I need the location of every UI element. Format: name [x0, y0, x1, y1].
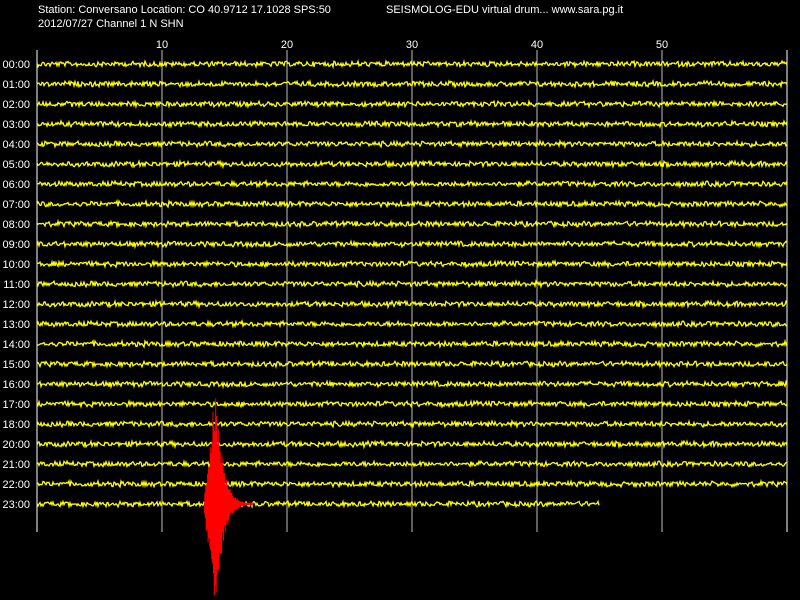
trace-row-0400 — [36, 138, 788, 150]
trace-row-2000 — [36, 439, 788, 450]
trace-row-0600 — [37, 178, 788, 189]
hour-label: 11:00 — [3, 279, 30, 291]
hour-label: 07:00 — [2, 199, 30, 211]
trace-row-1700 — [36, 398, 788, 410]
hour-label: 02:00 — [2, 99, 30, 111]
trace-row-0800 — [36, 218, 788, 230]
hour-label: 09:00 — [2, 239, 30, 251]
trace-row-1000 — [36, 258, 788, 270]
minute-tick-labels: 10 20 30 40 50 — [156, 39, 668, 51]
trace-row-1400 — [36, 338, 788, 349]
trace-row-1200 — [36, 299, 788, 310]
x-tick-label: 50 — [656, 39, 668, 51]
date-channel-info: 2012/07/27 Channel 1 N SHN — [38, 18, 184, 30]
hour-label: 18:00 — [2, 419, 30, 431]
trace-row-1600 — [36, 379, 788, 390]
hour-label: 10:00 — [2, 259, 30, 271]
hour-label: 06:00 — [2, 179, 30, 191]
hour-label: 13:00 — [2, 319, 30, 331]
x-tick-label: 10 — [156, 39, 168, 51]
hour-label: 23:00 — [2, 499, 30, 511]
hour-label: 01:00 — [2, 79, 30, 91]
earthquake-event — [204, 398, 254, 596]
trace-row-0200 — [36, 98, 788, 109]
trace-row-1100 — [36, 278, 788, 290]
hour-label: 21:00 — [2, 459, 30, 471]
trace-row-1500 — [36, 359, 788, 370]
trace-row-2200 — [37, 478, 788, 489]
hour-label: 17:00 — [2, 399, 30, 411]
hour-label: 08:00 — [2, 219, 30, 231]
trace-row-2300 — [36, 499, 600, 509]
hour-label: 04:00 — [2, 139, 30, 151]
hour-label: 20:00 — [2, 439, 30, 451]
station-info: Station: Conversano Location: CO 40.9712… — [38, 4, 331, 16]
hour-label: 03:00 — [2, 119, 30, 131]
trace-row-0300 — [36, 118, 788, 129]
event-waveform — [204, 398, 254, 596]
x-tick-label: 40 — [531, 39, 543, 51]
x-tick-label: 20 — [281, 39, 293, 51]
trace-row-2100 — [36, 458, 788, 469]
hour-label: 16:00 — [2, 379, 30, 391]
trace-row-0500 — [36, 159, 788, 170]
hour-label: 00:00 — [2, 59, 30, 71]
hour-label: 12:00 — [2, 299, 30, 311]
seismic-traces — [36, 58, 788, 509]
hour-label: 15:00 — [2, 359, 30, 371]
trace-row-0900 — [36, 239, 788, 250]
trace-row-0700 — [36, 198, 788, 209]
x-tick-label: 30 — [406, 39, 418, 51]
hour-label: 22:00 — [2, 479, 30, 491]
brand-info: SEISMOLOG-EDU virtual drum... www.sara.p… — [386, 4, 624, 16]
hour-label: 05:00 — [2, 159, 30, 171]
trace-row-1800 — [36, 418, 788, 430]
minute-gridlines — [36, 50, 788, 532]
hour-label: 14:00 — [2, 339, 30, 351]
trace-row-0000 — [36, 58, 788, 70]
hour-row-labels: 00:00 01:00 02:00 03:00 04:00 05:00 06:00 07:00… — [2, 59, 30, 511]
trace-row-1300 — [36, 318, 788, 329]
trace-row-0100 — [36, 78, 788, 89]
